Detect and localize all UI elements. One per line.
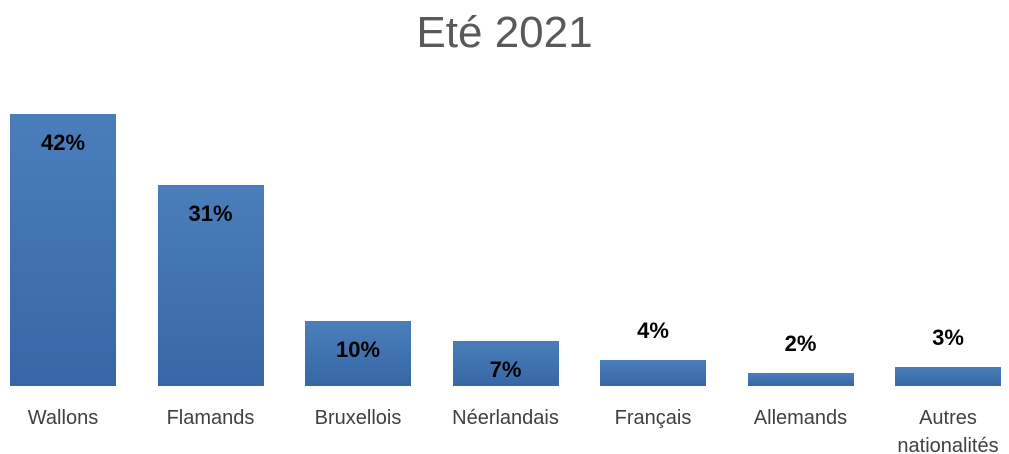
bar <box>452 340 559 386</box>
value-label: 42% <box>40 129 86 155</box>
x-tick-label: Allemands <box>753 407 848 429</box>
value-label: 4% <box>637 318 669 344</box>
x-tick-label: Bruxellois <box>314 407 402 429</box>
x-tick-label: Autres nationalités <box>897 407 999 454</box>
value-label: 31% <box>188 201 233 227</box>
bar <box>305 321 411 386</box>
x-tick-label: Néerlandais <box>452 407 559 429</box>
x-tick-label: Wallons <box>27 407 99 429</box>
bar <box>600 360 706 386</box>
x-tick-label: Français <box>614 407 692 429</box>
bar <box>895 366 1001 386</box>
bar <box>747 373 854 386</box>
chart-title: Eté 2021 <box>416 8 593 57</box>
value-label: 7% <box>489 356 522 382</box>
value-label: 10% <box>335 337 381 363</box>
value-label: 3% <box>932 324 964 350</box>
bar <box>157 185 264 386</box>
value-label: 2% <box>784 331 817 357</box>
bar <box>10 113 116 386</box>
x-tick-label: Flamands <box>166 407 255 429</box>
